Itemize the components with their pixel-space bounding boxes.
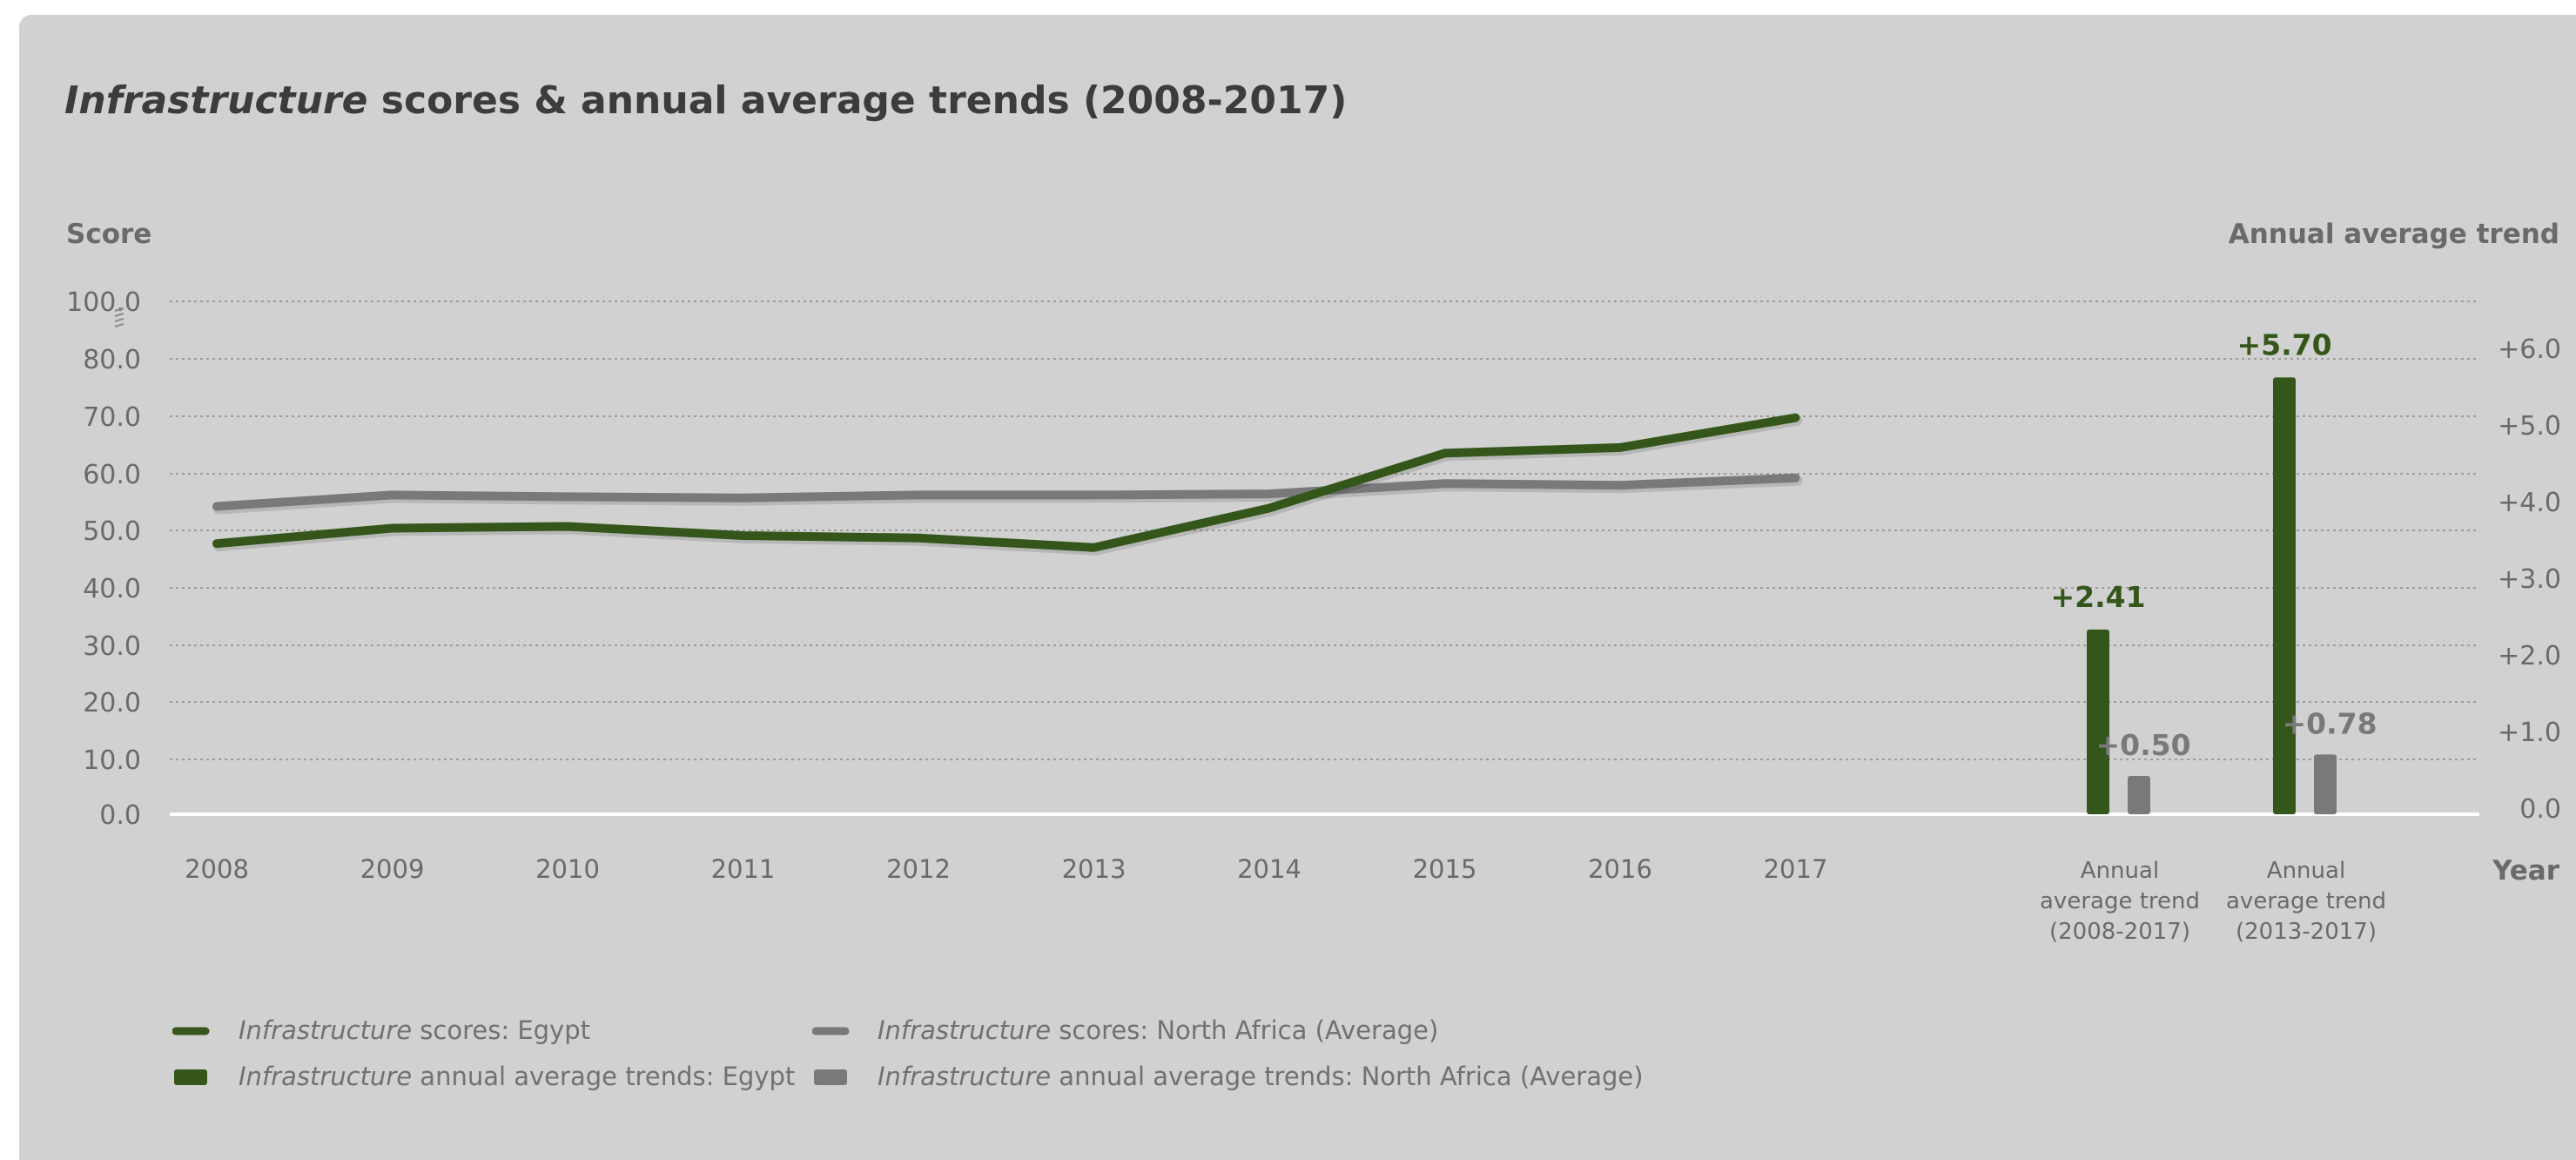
point-north-africa — [916, 492, 921, 498]
legend-label-rest: scores: North Africa (Average) — [1051, 1015, 1439, 1045]
point-egypt — [1267, 505, 1272, 511]
x-tick-label: 2016 — [1588, 854, 1652, 884]
legend-swatch-na-trends — [814, 1069, 847, 1085]
x-tick-label: 2015 — [1413, 854, 1477, 884]
trend-group-label: (2013-2017) — [2236, 919, 2377, 945]
legend-swatch-na-scores — [812, 1027, 850, 1035]
point-egypt — [1618, 444, 1623, 450]
legend-label-rest: annual average trends: Egypt — [412, 1062, 796, 1091]
legend-item-na-scores: Infrastructure scores: North Africa (Ave… — [878, 1015, 1438, 1045]
point-egypt — [565, 523, 570, 529]
legend-swatch-egypt-scores — [172, 1027, 210, 1035]
point-egypt — [740, 533, 746, 539]
y-tick-right: +4.0 — [2498, 488, 2561, 518]
point-egypt — [1792, 415, 1799, 421]
y-tick-right: 0.0 — [2519, 794, 2561, 825]
y-tick-left: 30.0 — [83, 631, 141, 662]
y-tick-right: +3.0 — [2498, 564, 2561, 595]
line-egypt-scores — [212, 413, 1800, 552]
y-tick-right: +1.0 — [2498, 718, 2561, 748]
y-tick-left: 80.0 — [83, 345, 141, 375]
chart-title-italic: Infrastructure — [64, 78, 368, 123]
point-egypt — [1442, 450, 1448, 456]
trend-group-label: average trend — [2226, 888, 2386, 914]
x-axis-title: Year — [2492, 855, 2560, 887]
point-egypt — [916, 535, 921, 541]
legend-label-rest: scores: Egypt — [412, 1015, 590, 1045]
y-tick-left: 40.0 — [83, 574, 141, 604]
y-tick-right: +5.0 — [2498, 411, 2561, 442]
y-tick-left: 60.0 — [83, 460, 141, 490]
line-north-africa-scores — [212, 473, 1800, 511]
legend-label-italic: Infrastructure — [878, 1062, 1052, 1091]
trend-group-label: average trend — [2040, 888, 2200, 914]
legend-item-egypt-trends: Infrastructure annual average trends: Eg… — [239, 1062, 795, 1091]
bar-egypt-trend — [2273, 377, 2296, 814]
bar-north-africa-trend — [2314, 754, 2337, 814]
point-north-africa — [1442, 481, 1448, 487]
point-egypt — [389, 525, 395, 531]
y-axis-title-left: Score — [66, 219, 151, 250]
y-tick-right: +6.0 — [2498, 334, 2561, 365]
bar-label-egypt: +5.70 — [2236, 327, 2331, 361]
y-tick-left: 0.0 — [99, 800, 141, 831]
point-north-africa — [740, 495, 746, 501]
trend-group-label: Annual — [2267, 858, 2345, 884]
legend-swatch-egypt-trends — [174, 1069, 207, 1085]
point-egypt — [1091, 544, 1097, 550]
point-north-africa — [389, 492, 395, 498]
x-tick-label: 2012 — [886, 854, 951, 884]
x-tick-label: 2017 — [1764, 854, 1828, 884]
y-tick-left: 10.0 — [83, 745, 141, 776]
bar-egypt-trend — [2087, 629, 2109, 814]
y-tick-left: 100.0 — [66, 287, 141, 318]
x-tick-label: 2010 — [535, 854, 600, 884]
trend-group-label: (2008-2017) — [2049, 919, 2190, 945]
y-axis-title-right: Annual average trend — [2229, 219, 2559, 250]
point-north-africa — [1267, 491, 1272, 497]
legend-label-italic: Infrastructure — [239, 1015, 413, 1045]
bar-north-africa-trend — [2128, 776, 2150, 814]
point-north-africa — [214, 503, 219, 509]
y-tick-right: +2.0 — [2498, 641, 2561, 671]
chart-title-rest: scores & annual average trends (2008-201… — [367, 78, 1348, 123]
point-north-africa — [565, 494, 570, 500]
legend-item-egypt-scores: Infrastructure scores: Egypt — [239, 1015, 590, 1045]
bar-label-egypt: +2.41 — [2050, 580, 2145, 614]
legend-label-rest: annual average trends: North Africa (Ave… — [1051, 1062, 1644, 1091]
bar-label-north-africa: +0.50 — [2095, 728, 2190, 762]
y-tick-left: 20.0 — [83, 688, 141, 718]
axis-break-marker — [114, 307, 124, 327]
legend-item-na-trends: Infrastructure annual average trends: No… — [878, 1062, 1644, 1091]
trend-group-label: Annual — [2081, 858, 2159, 884]
point-egypt — [214, 541, 219, 547]
legend-label-italic: Infrastructure — [878, 1015, 1052, 1045]
chart-title: Infrastructure scores & annual average t… — [64, 78, 1347, 123]
x-tick-label: 2008 — [185, 854, 249, 884]
x-tick-label: 2013 — [1062, 854, 1127, 884]
point-north-africa — [1792, 475, 1799, 481]
x-tick-label: 2011 — [711, 854, 776, 884]
y-tick-left: 50.0 — [83, 516, 141, 547]
x-tick-label: 2009 — [360, 854, 425, 884]
point-north-africa — [1091, 492, 1097, 498]
legend-label-italic: Infrastructure — [239, 1062, 413, 1091]
bar-label-north-africa: +0.78 — [2282, 706, 2377, 740]
y-tick-left: 70.0 — [83, 402, 141, 433]
point-north-africa — [1618, 482, 1623, 489]
x-tick-label: 2014 — [1237, 854, 1301, 884]
